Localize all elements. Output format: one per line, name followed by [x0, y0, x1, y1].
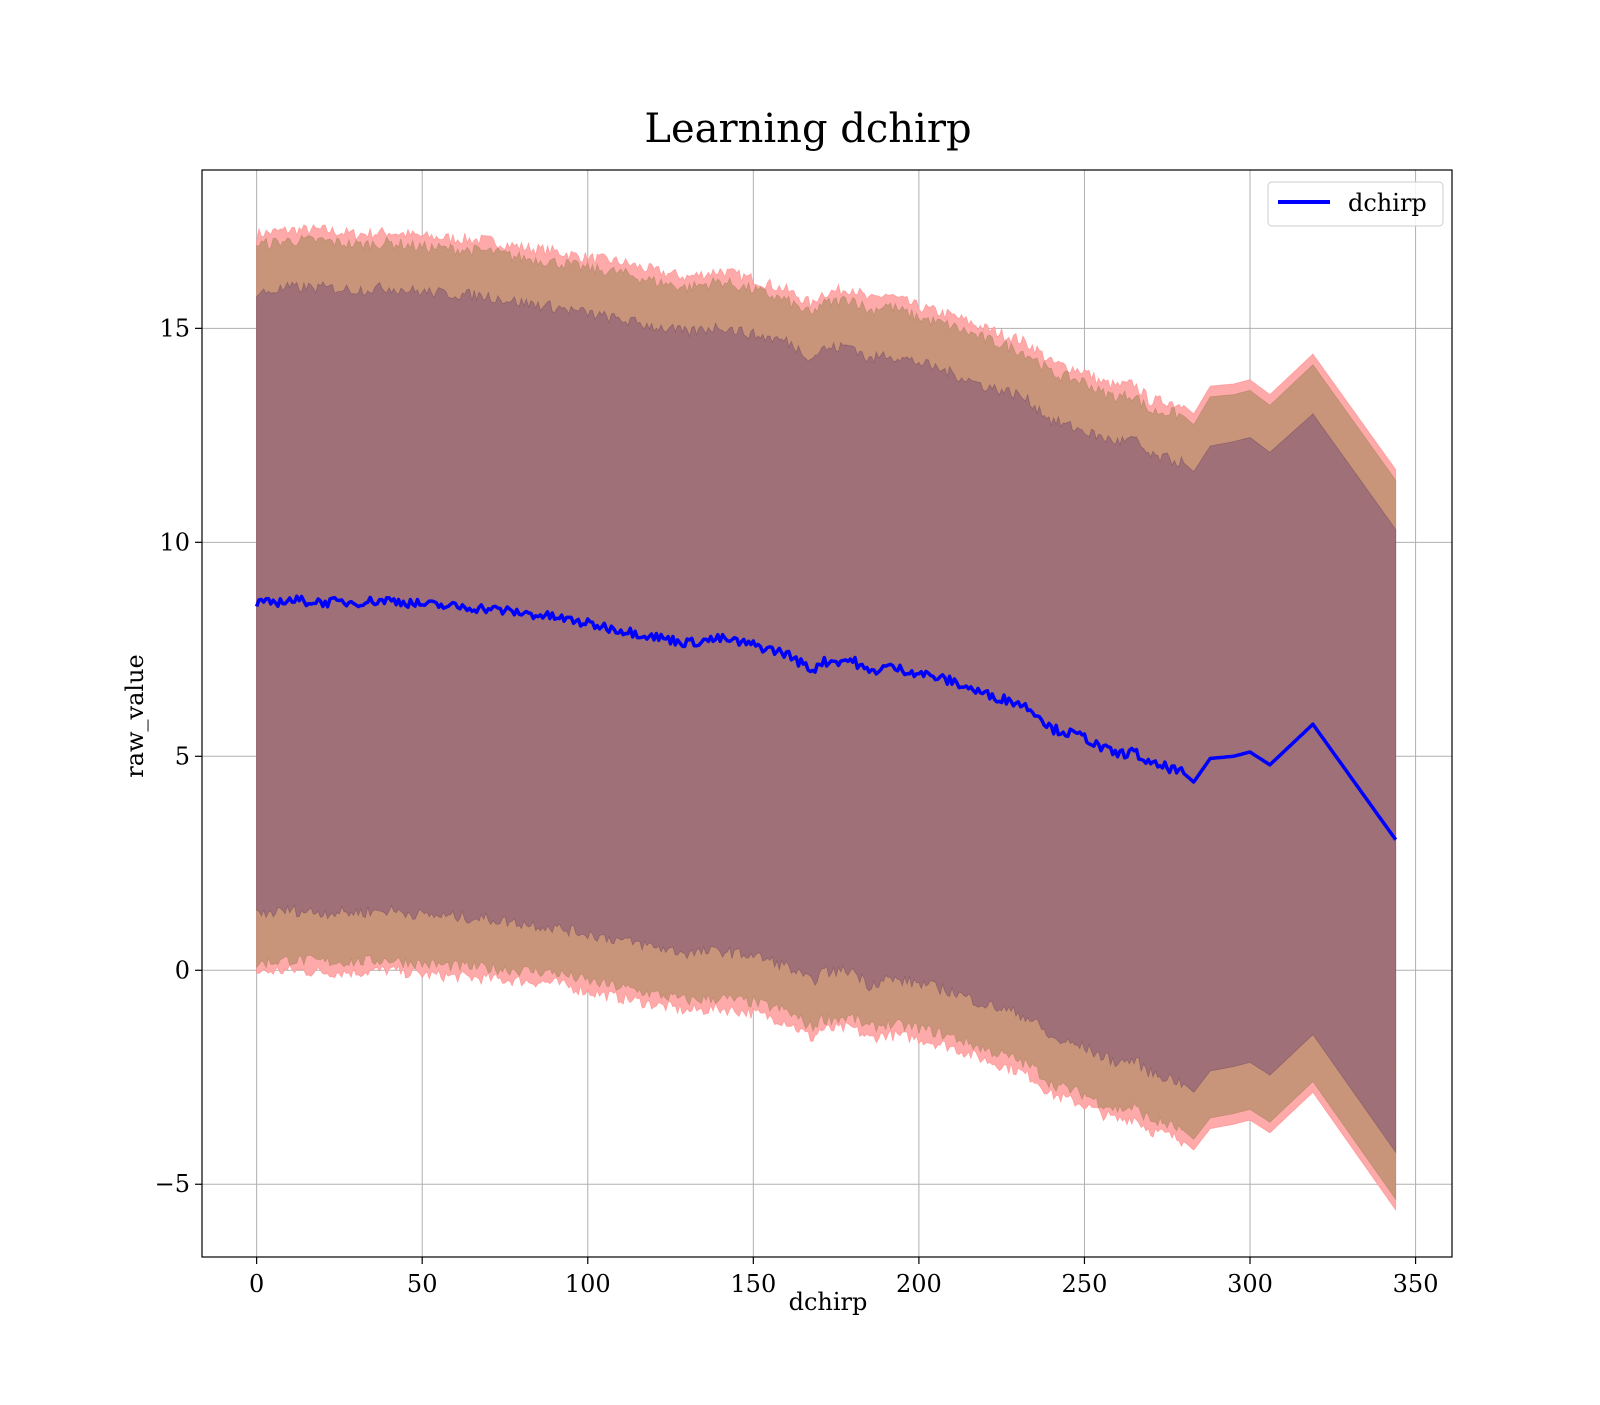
y-tick-label: 15	[159, 314, 190, 342]
plot-frame	[201, 169, 1453, 1258]
legend-box	[1267, 181, 1444, 227]
x-tick-label: 50	[407, 1270, 438, 1298]
chart-title: Learning dchirp	[644, 106, 971, 152]
x-tick-label: 350	[1393, 1270, 1439, 1298]
x-tick-label: 300	[1227, 1270, 1273, 1298]
x-tick-label: 250	[1062, 1270, 1108, 1298]
x-tick-label: 200	[896, 1270, 942, 1298]
x-tick-label: 0	[249, 1270, 264, 1298]
inner-band	[256, 281, 1397, 1154]
legend-label: dchirp	[1348, 189, 1427, 217]
series-line-dchirp	[254, 594, 1398, 841]
y-tick-label: 10	[159, 528, 190, 556]
x-tick-label: 150	[730, 1270, 776, 1298]
y-tick-label: 0	[175, 956, 190, 984]
tick-layer: 0 50 100 150 200 250 300 350 −5 0 5 10 15	[155, 314, 1439, 1298]
x-axis-label: dchirp	[789, 1288, 868, 1316]
band-layer	[256, 224, 1397, 1212]
line-layer	[254, 594, 1398, 841]
legend: dchirp	[1267, 181, 1444, 227]
x-tick-label: 100	[565, 1270, 611, 1298]
y-tick-label: −5	[155, 1170, 190, 1198]
y-tick-label: 5	[175, 742, 190, 770]
y-axis-label: raw_value	[121, 654, 149, 778]
